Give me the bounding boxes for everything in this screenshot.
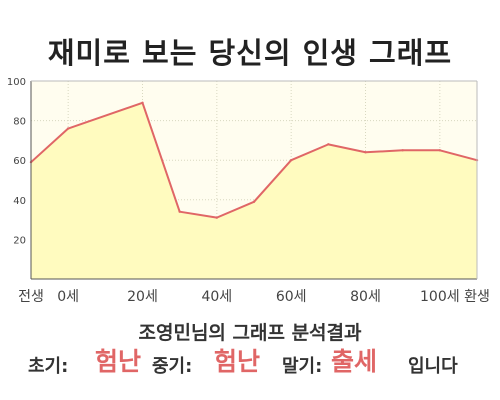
late-label: 말기: (282, 356, 323, 377)
x-tick-label: 0세 (57, 289, 79, 305)
middle-label: 중기: (152, 356, 193, 377)
data-point (252, 200, 256, 203)
series-line (30, 101, 478, 219)
series-area (31, 102, 477, 279)
x-tick-label: 80세 (350, 289, 381, 305)
x-tick-label: 환생 (464, 289, 490, 305)
x-tick-label: 60세 (276, 289, 307, 305)
x-tick-label: 20세 (127, 289, 158, 305)
early-value: 험난 (95, 347, 142, 376)
late-value: 출세 (331, 347, 378, 376)
early-label: 초기: (28, 356, 69, 377)
data-point (327, 143, 330, 146)
y-tick-label: 100 (7, 77, 26, 88)
data-point (364, 151, 367, 154)
data-point (401, 149, 404, 152)
data-point (215, 216, 219, 219)
data-point (178, 210, 181, 213)
y-tick-label: 20 (13, 235, 26, 246)
data-point (141, 101, 144, 104)
chart-title: 재미로 보는 당신의 인생 그래프 (47, 36, 453, 70)
x-tick-label: 40세 (201, 289, 232, 305)
y-tick-label: 80 (13, 117, 26, 128)
life-graph-chart: 20 40 60 80 100 전생 0세 20세 40세 60세 80세 100세 환생 (7, 77, 490, 305)
summary-ending: 입니다 (408, 356, 458, 377)
analysis-subtitle: 조영민님의 그래프 분석결과 (138, 322, 362, 344)
x-tick-label: 전생 (18, 289, 44, 305)
data-point (438, 149, 442, 152)
data-point (66, 127, 70, 130)
x-tick-label: 100세 (420, 289, 460, 305)
y-tick-label: 40 (13, 196, 26, 207)
data-point (289, 159, 293, 162)
y-tick-label: 60 (13, 156, 26, 167)
middle-value: 험난 (214, 347, 261, 376)
